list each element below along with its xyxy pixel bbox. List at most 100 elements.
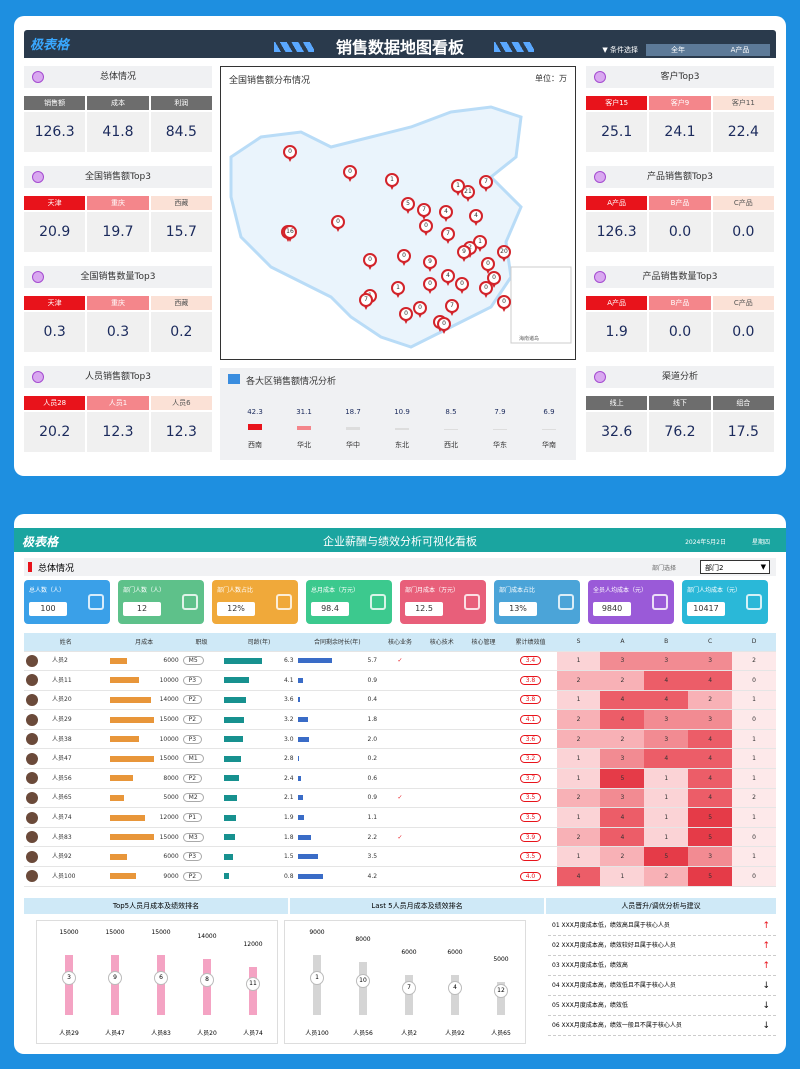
- map-pin[interactable]: 7: [445, 299, 459, 316]
- map-pin[interactable]: 1: [391, 281, 405, 298]
- core-flag: [379, 846, 421, 868]
- score-cell: 3.5: [504, 846, 557, 868]
- rank-circle: 11: [246, 977, 260, 991]
- map-pin[interactable]: 1: [451, 179, 465, 196]
- map-pin[interactable]: 4: [469, 209, 483, 226]
- tenure-cell: 2.8: [222, 748, 296, 770]
- advice-text: 01 XXX月度成本低，绩效高且属于核心人员: [552, 922, 670, 929]
- table-row[interactable]: 人员83 15000 M3 1.8 2.2 ✓ 3.9 2 4 1 5 0: [24, 827, 776, 848]
- panel-icon: [594, 71, 606, 83]
- rating-cell: 5: [688, 866, 733, 887]
- name-cell: 人员20: [24, 690, 108, 711]
- deco-stripes: [494, 42, 534, 52]
- tab-year[interactable]: 全年: [646, 44, 710, 56]
- map-pin[interactable]: 0: [399, 307, 413, 324]
- map-pin[interactable]: 0: [479, 281, 493, 298]
- prod-qty-panel-title: 产品销售数量Top3: [642, 272, 718, 282]
- channel-panel: 渠道分析 线上 线下 组合 32.6 76.2 17.5: [586, 366, 774, 462]
- metric-value: 0.3: [24, 312, 86, 352]
- map-pin[interactable]: 7: [441, 227, 455, 244]
- map-pin[interactable]: 0: [397, 249, 411, 266]
- tenure-bar: [224, 755, 242, 762]
- core-flag: [420, 729, 463, 750]
- table-row[interactable]: 人员65 5000 M2 2.1 0.9 ✓ 3.5 2 3 1 4 2: [24, 788, 776, 809]
- map-pin[interactable]: 9: [457, 245, 471, 262]
- metric-value: 0.0: [649, 312, 711, 352]
- map-pin[interactable]: 0: [363, 253, 377, 270]
- advice-item[interactable]: 02 XXX月度成本高，绩效较好且属于核心人员 ↑: [548, 936, 776, 956]
- advice-item[interactable]: 05 XXX月度成本高，绩效低 ↓: [548, 996, 776, 1016]
- map-pin[interactable]: 4: [439, 205, 453, 222]
- table-row[interactable]: 人员56 8000 P2 2.4 0.6 3.7 1 5 1 4 1: [24, 768, 776, 789]
- cost-value: 14000: [159, 696, 179, 704]
- kpi-card: 总月成本（万元） 98.4: [306, 580, 392, 624]
- map-pin[interactable]: 0: [419, 219, 433, 236]
- advice-item[interactable]: 03 XXX月度成本低，绩效高 ↑: [548, 956, 776, 976]
- kpi-icon: [276, 594, 292, 610]
- table-row[interactable]: 人员11 10000 P3 4.1 0.9 3.8 2 2 4 4 0: [24, 670, 776, 691]
- map-pin[interactable]: 7: [417, 203, 431, 220]
- map-pin[interactable]: 0: [437, 317, 451, 334]
- overall-panel-header: 总体情况: [24, 66, 212, 88]
- map-pin[interactable]: 20: [497, 245, 511, 262]
- cost-bar: [109, 716, 154, 723]
- metric-value: 25.1: [586, 112, 648, 152]
- tenure-value: 3.0: [283, 735, 294, 743]
- advice-item[interactable]: 04 XXX月度成本高，绩效低且不属于核心人员 ↓: [548, 976, 776, 996]
- contract-cell: 1.1: [295, 807, 380, 828]
- map-pin[interactable]: 9: [423, 255, 437, 272]
- table-row[interactable]: 人员100 9000 P2 0.8 4.2 4.0 4 1 2 5 0: [24, 866, 776, 887]
- contract-cell: 5.7: [295, 651, 380, 672]
- cost-label: 8000: [355, 935, 371, 943]
- table-row[interactable]: 人员92 6000 P3 1.5 3.5 3.5 1 2 5 3 1: [24, 846, 776, 868]
- table-row[interactable]: 人员47 15000 M1 2.8 0.2 3.2 1 3 4 4 1: [24, 748, 776, 770]
- prod-sales-panel-header: 产品销售额Top3: [586, 166, 774, 188]
- arrow-down-icon: ↓: [762, 981, 770, 991]
- map-pin[interactable]: 0: [331, 215, 345, 232]
- map-pin[interactable]: 5: [401, 197, 415, 214]
- qty-top3-panel-title: 全国销售数量Top3: [80, 272, 156, 282]
- contract-bar: [297, 815, 305, 821]
- grade-cell: P2: [180, 866, 223, 887]
- column-header: A: [600, 633, 645, 652]
- map-pin[interactable]: 0: [423, 277, 437, 294]
- metric-label: 西藏: [150, 196, 212, 210]
- kpi-title: 部门成本占比: [499, 587, 536, 594]
- dept-select[interactable]: 部门2 ▼: [700, 560, 770, 574]
- map-pin[interactable]: 0: [283, 145, 297, 162]
- map-pin[interactable]: 0: [455, 277, 469, 294]
- table-row[interactable]: 人员29 15000 P2 3.2 1.8 4.1 2 4 3 3 0: [24, 709, 776, 730]
- map-pin[interactable]: 0: [497, 295, 511, 312]
- dashboard-header: 极表格 企业薪酬与绩效分析可视化看板 2024年5月2日 星期四: [14, 528, 786, 552]
- metric-label: 组合: [712, 396, 774, 410]
- table-row[interactable]: 人员74 12000 P1 1.9 1.1 3.5 1 4 1 5 1: [24, 807, 776, 828]
- table-row[interactable]: 人员38 10000 P3 3.0 2.0 3.6 2 2 3 4 1: [24, 729, 776, 750]
- advice-item[interactable]: 06 XXX月度成本高，绩效一般且不属于核心人员 ↓: [548, 1016, 776, 1036]
- tenure-bar: [224, 873, 230, 880]
- cost-value: 8000: [163, 774, 179, 782]
- map-pin[interactable]: 16: [283, 225, 297, 242]
- map-pin[interactable]: 0: [481, 257, 495, 274]
- value-row: 32.6 76.2 17.5: [586, 412, 774, 452]
- map-pin[interactable]: 4: [441, 269, 455, 286]
- advice-item[interactable]: 01 XXX月度成本低，绩效高且属于核心人员 ↑: [548, 916, 776, 936]
- score-badge: 3.6: [519, 734, 542, 744]
- region-name: 西北: [444, 441, 458, 449]
- metric-label: A产品: [586, 196, 648, 210]
- staff-top3-panel-title: 人员销售额Top3: [85, 372, 151, 382]
- grade-badge: M3: [182, 832, 204, 842]
- map-pin[interactable]: 0: [343, 165, 357, 182]
- map-pin[interactable]: 0: [487, 271, 501, 288]
- tenure-cell: 1.5: [222, 846, 296, 868]
- map-pin[interactable]: 1: [385, 173, 399, 190]
- tab-product[interactable]: A产品: [710, 44, 770, 56]
- staff-name: 人员92: [52, 853, 72, 861]
- tab-filter[interactable]: ▼ 条件选择: [594, 44, 646, 56]
- table-row[interactable]: 人员20 14000 P2 3.6 0.4 3.8 1 4 4 2 1: [24, 690, 776, 711]
- table-row[interactable]: 人员2 6000 M5 6.3 5.7 ✓ 3.4 1 3 3 3 2: [24, 651, 776, 672]
- map-pin[interactable]: 7: [359, 293, 373, 310]
- map-pin[interactable]: 7: [479, 175, 493, 192]
- score-badge: 3.5: [519, 813, 542, 823]
- map-pin[interactable]: 0: [413, 301, 427, 318]
- metric-value: 12.3: [87, 412, 149, 452]
